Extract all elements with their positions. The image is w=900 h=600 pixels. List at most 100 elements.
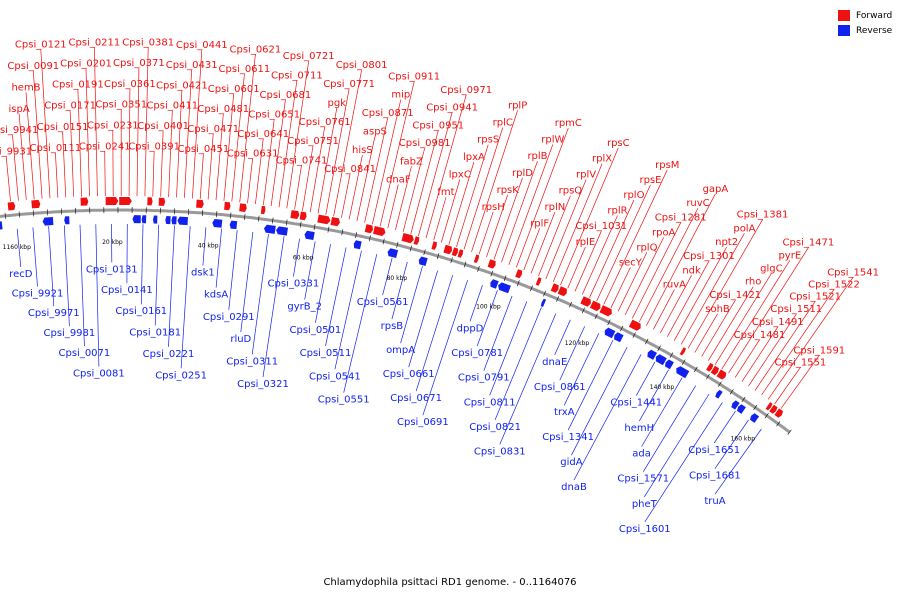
forward-gene xyxy=(330,217,340,227)
forward-gene xyxy=(443,244,452,255)
reverse-gene-label: Cpsi_0781 xyxy=(451,348,503,359)
forward-leader-line xyxy=(395,166,412,231)
forward-gene-label: dnaF xyxy=(386,175,411,186)
reverse-gene xyxy=(353,240,362,250)
forward-gene-label: Cpsi_0121 xyxy=(15,40,67,51)
scale-tick xyxy=(741,396,746,403)
reverse-gene-label: Cpsi_0821 xyxy=(469,422,521,433)
reverse-leader-line xyxy=(154,224,160,326)
reverse-gene-label: Cpsi_0671 xyxy=(390,393,442,404)
forward-gene-label: Cpsi_0741 xyxy=(276,155,328,166)
scale-tick xyxy=(681,359,686,365)
forward-gene xyxy=(580,296,591,307)
reverse-leader-line xyxy=(400,266,423,344)
forward-swatch xyxy=(838,10,850,21)
forward-leader-line xyxy=(581,215,618,295)
forward-gene-label: sohB xyxy=(705,304,730,315)
forward-leader-line xyxy=(144,47,149,197)
forward-gene-label: Cpsi_0611 xyxy=(219,64,271,75)
scale-tick xyxy=(607,319,611,326)
forward-gene xyxy=(451,247,458,257)
scale-tick xyxy=(285,219,288,226)
scale-label: 60 kbp xyxy=(293,255,314,262)
forward-gene-label: Cpsi_0871 xyxy=(362,108,414,119)
scale-tick xyxy=(463,261,467,268)
forward-leader-line xyxy=(617,252,648,312)
scale-label: 140 kbp xyxy=(650,384,675,391)
reverse-gene-label: Cpsi_0831 xyxy=(474,446,526,457)
reverse-gene xyxy=(141,215,147,224)
scale-tick xyxy=(477,265,480,272)
forward-gene xyxy=(373,226,386,236)
forward-leader-line xyxy=(309,126,326,213)
forward-leader-line xyxy=(552,163,603,283)
scale-tick xyxy=(355,232,358,239)
forward-leader-line xyxy=(680,233,745,345)
forward-leader-line xyxy=(325,88,350,215)
reverse-gene-labels: recD Cpsi_9921 Cpsi_9971 Cpsi_9981 Cpsi_0071… xyxy=(9,264,741,535)
forward-gene-label: Cpsi_1521 xyxy=(789,292,841,303)
forward-leader-line xyxy=(104,151,106,197)
reverse-gene-label: Cpsi_0141 xyxy=(101,285,153,296)
reverse-leader-line xyxy=(215,228,222,288)
forward-gene-track xyxy=(7,197,784,418)
forward-gene-label: Cpsi_0241 xyxy=(79,141,131,152)
scale-tick xyxy=(706,373,710,380)
forward-leader-line xyxy=(523,228,541,271)
forward-leader-line xyxy=(478,211,494,255)
forward-gene-label: rplB xyxy=(527,151,547,162)
legend-reverse: Reverse xyxy=(838,23,892,38)
forward-leader-line xyxy=(761,289,835,396)
scale-tick xyxy=(216,211,218,218)
reverse-gene-label: truA xyxy=(704,496,725,507)
forward-gene-label: Cpsi_1421 xyxy=(709,290,761,301)
reverse-leader-line xyxy=(391,261,408,320)
scale-tick xyxy=(694,366,698,373)
forward-gene-label: rplD xyxy=(512,168,533,179)
scale-tick xyxy=(516,280,520,287)
scale-tick xyxy=(530,285,533,292)
forward-leader-line xyxy=(77,89,82,197)
forward-leader-line xyxy=(545,179,587,280)
reverse-leader-line xyxy=(79,224,85,347)
reverse-leader-line xyxy=(554,319,571,356)
forward-gene xyxy=(413,236,420,245)
reverse-leader-line xyxy=(489,301,528,396)
reverse-gene xyxy=(490,279,499,289)
forward-gene xyxy=(515,269,523,279)
forward-leader-line xyxy=(646,193,716,326)
reverse-gene xyxy=(177,216,188,226)
reverse-leader-line xyxy=(48,226,55,307)
forward-leader-line xyxy=(247,158,253,204)
forward-leader-line xyxy=(12,135,19,201)
reverse-gene-label: Cpsi_0811 xyxy=(464,397,516,408)
forward-leader-line xyxy=(624,237,665,315)
forward-gene xyxy=(769,404,778,414)
forward-gene-label: Cpsi_0841 xyxy=(324,164,376,175)
scale-tick xyxy=(753,404,758,411)
genome-caption: Chlamydophila psittaci RD1 genome. - 0..… xyxy=(323,577,577,588)
forward-leader-line xyxy=(774,367,801,405)
reverse-leader-line xyxy=(180,226,191,369)
scale-labels: 1160 kbp 20 kbp 40 kbp 60 kbp 80 kbp 100 kbp 1… xyxy=(3,239,756,442)
forward-gene xyxy=(710,365,719,376)
forward-leader-line xyxy=(574,231,602,292)
reverse-gene-label: Cpsi_0181 xyxy=(129,327,181,338)
forward-gene-label: Cpsi_1551 xyxy=(775,357,827,368)
reverse-leader-line xyxy=(343,254,378,393)
reverse-leader-line xyxy=(559,326,586,381)
forward-leader-line xyxy=(596,184,651,302)
reverse-gene xyxy=(664,359,674,370)
scale-label: 1160 kbp xyxy=(3,244,31,251)
forward-gene xyxy=(550,283,559,293)
forward-leader-line xyxy=(433,197,447,241)
forward-leader-line xyxy=(278,80,298,208)
forward-gene-label: rplF xyxy=(530,218,549,229)
forward-leader-line xyxy=(239,54,256,203)
scale-tick xyxy=(543,290,546,297)
scale-tick xyxy=(423,249,426,256)
forward-leader-line xyxy=(128,88,131,197)
forward-gene xyxy=(317,214,331,225)
reverse-leader-line xyxy=(293,238,300,277)
reverse-gene-label: Cpsi_0561 xyxy=(357,297,409,308)
